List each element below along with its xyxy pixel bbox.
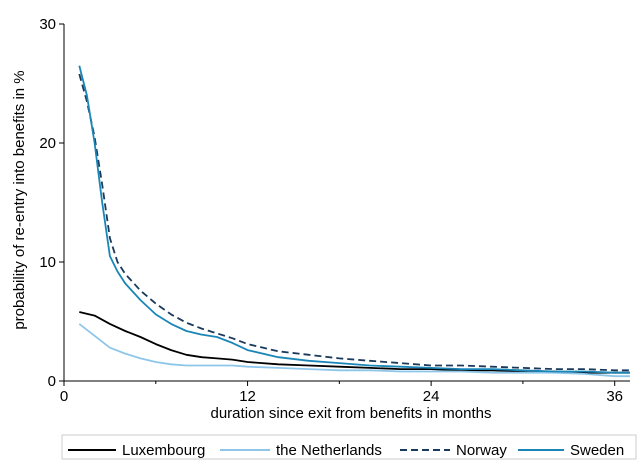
y-tick-label: 0 (48, 373, 56, 390)
series-line-norway (78, 73, 630, 372)
x-tick-label: 12 (239, 388, 256, 405)
legend-label: the Netherlands (276, 442, 382, 459)
y-tick-label: 10 (39, 254, 56, 271)
axes: 0 10 20 30 0 12 24 36 (39, 16, 630, 405)
x-tick-label: 24 (423, 388, 440, 405)
legend-label: Norway (456, 442, 507, 459)
x-tick-label: 0 (60, 388, 68, 405)
series-line-sweden (78, 65, 630, 374)
y-axis-title: probability of re-entry into benefits in… (11, 70, 28, 329)
legend: Luxembourg the Netherlands Norway Sweden (61, 434, 637, 460)
y-tick-label: 20 (39, 135, 56, 152)
series-line-the-netherlands (78, 323, 630, 378)
x-axis-title: duration since exit from benefits in mon… (211, 405, 492, 422)
series-line-luxembourg (79, 311, 630, 374)
x-tick-label: 36 (606, 388, 623, 405)
legend-label: Luxembourg (122, 442, 205, 459)
legend-label: Sweden (570, 442, 624, 459)
series-lines (78, 65, 630, 378)
y-tick-label: 30 (39, 16, 56, 33)
legend-frame (61, 434, 637, 460)
